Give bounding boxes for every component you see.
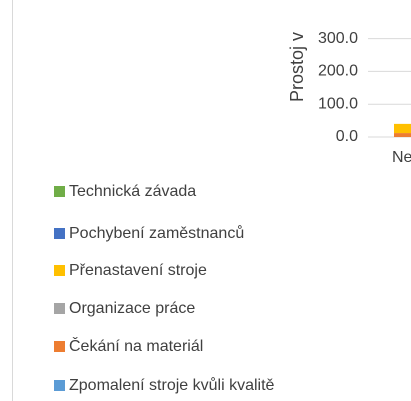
legend-label: Zpomalení stroje kvůli kvalitě — [69, 376, 275, 394]
y-tick-label: 100.0 — [318, 95, 358, 112]
y-axis-label: Prostoj v — [287, 32, 307, 102]
legend-label: Čekání na materiál — [69, 336, 203, 355]
legend-label: Organizace práce — [69, 300, 195, 317]
y-tick-label: 200.0 — [318, 63, 358, 80]
y-tick-label: 300.0 — [318, 30, 358, 47]
legend-label: Technická závada — [69, 183, 196, 200]
x-tick-label: Ne — [392, 149, 411, 166]
legend-label: Přenastavení stroje — [69, 262, 207, 279]
y-tick-label: 0.0 — [336, 128, 358, 145]
legend-swatch — [54, 228, 65, 239]
legend-swatch — [54, 380, 65, 391]
legend-label: Pochybení zaměstnanců — [69, 224, 244, 242]
legend-swatch — [54, 303, 65, 314]
bar-segment — [394, 123, 411, 134]
legend-swatch — [54, 265, 65, 276]
legend-swatch — [54, 186, 65, 197]
legend-swatch — [54, 341, 65, 352]
bar-segment — [394, 133, 411, 137]
